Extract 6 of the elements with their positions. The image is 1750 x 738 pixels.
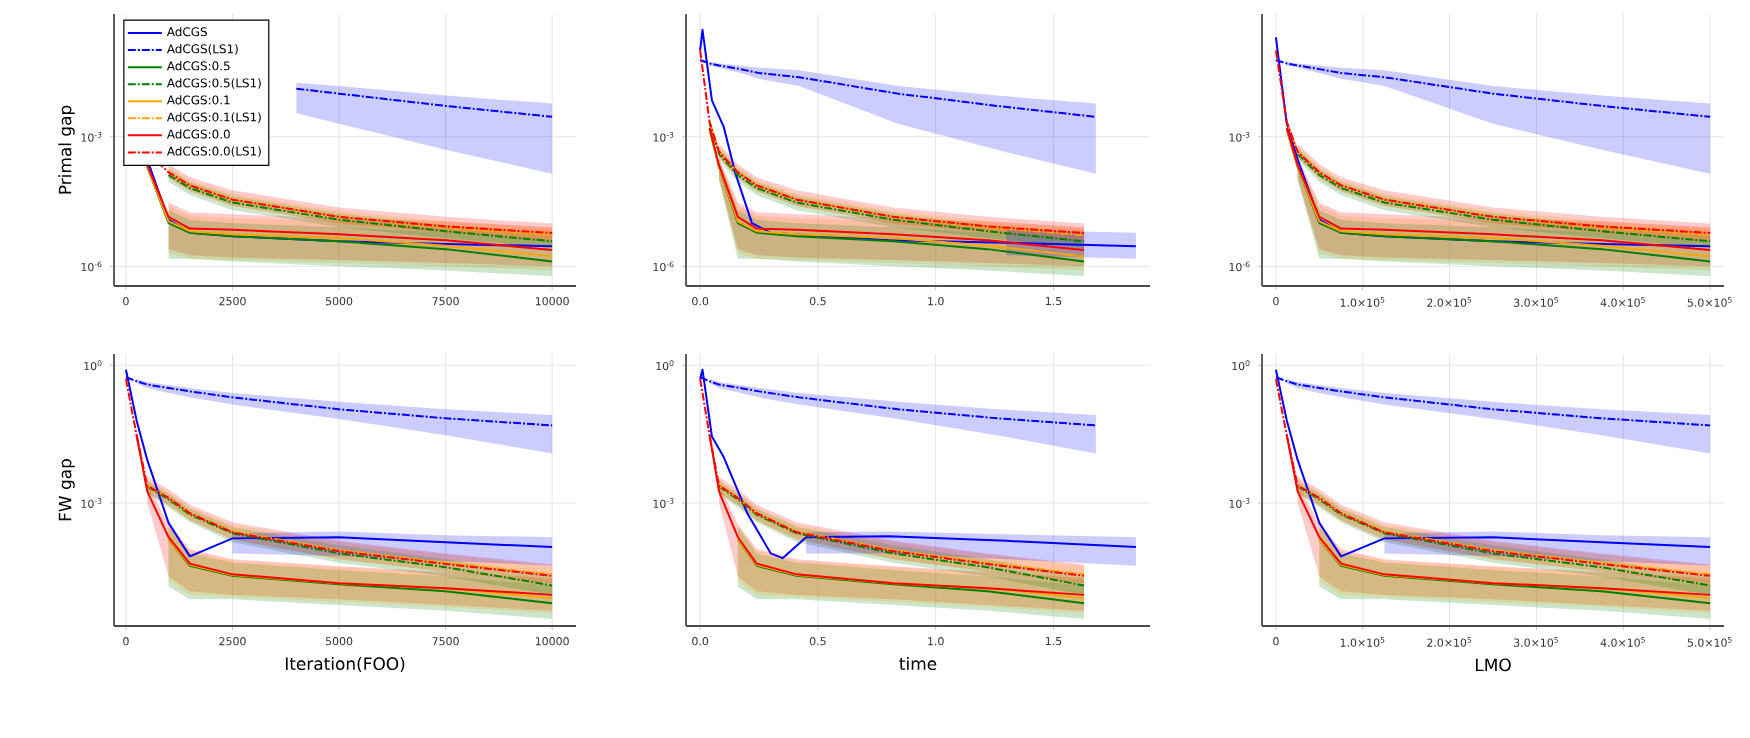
y-axis-title: Primal gap bbox=[58, 105, 75, 194]
x-axis-title: time bbox=[899, 656, 937, 671]
y-axis-title: FW gap bbox=[58, 459, 75, 521]
x-axis-title: Iteration(FOO) bbox=[285, 656, 405, 673]
line-series bbox=[295, 87, 554, 118]
x-axis-title: LMO bbox=[1475, 658, 1511, 672]
